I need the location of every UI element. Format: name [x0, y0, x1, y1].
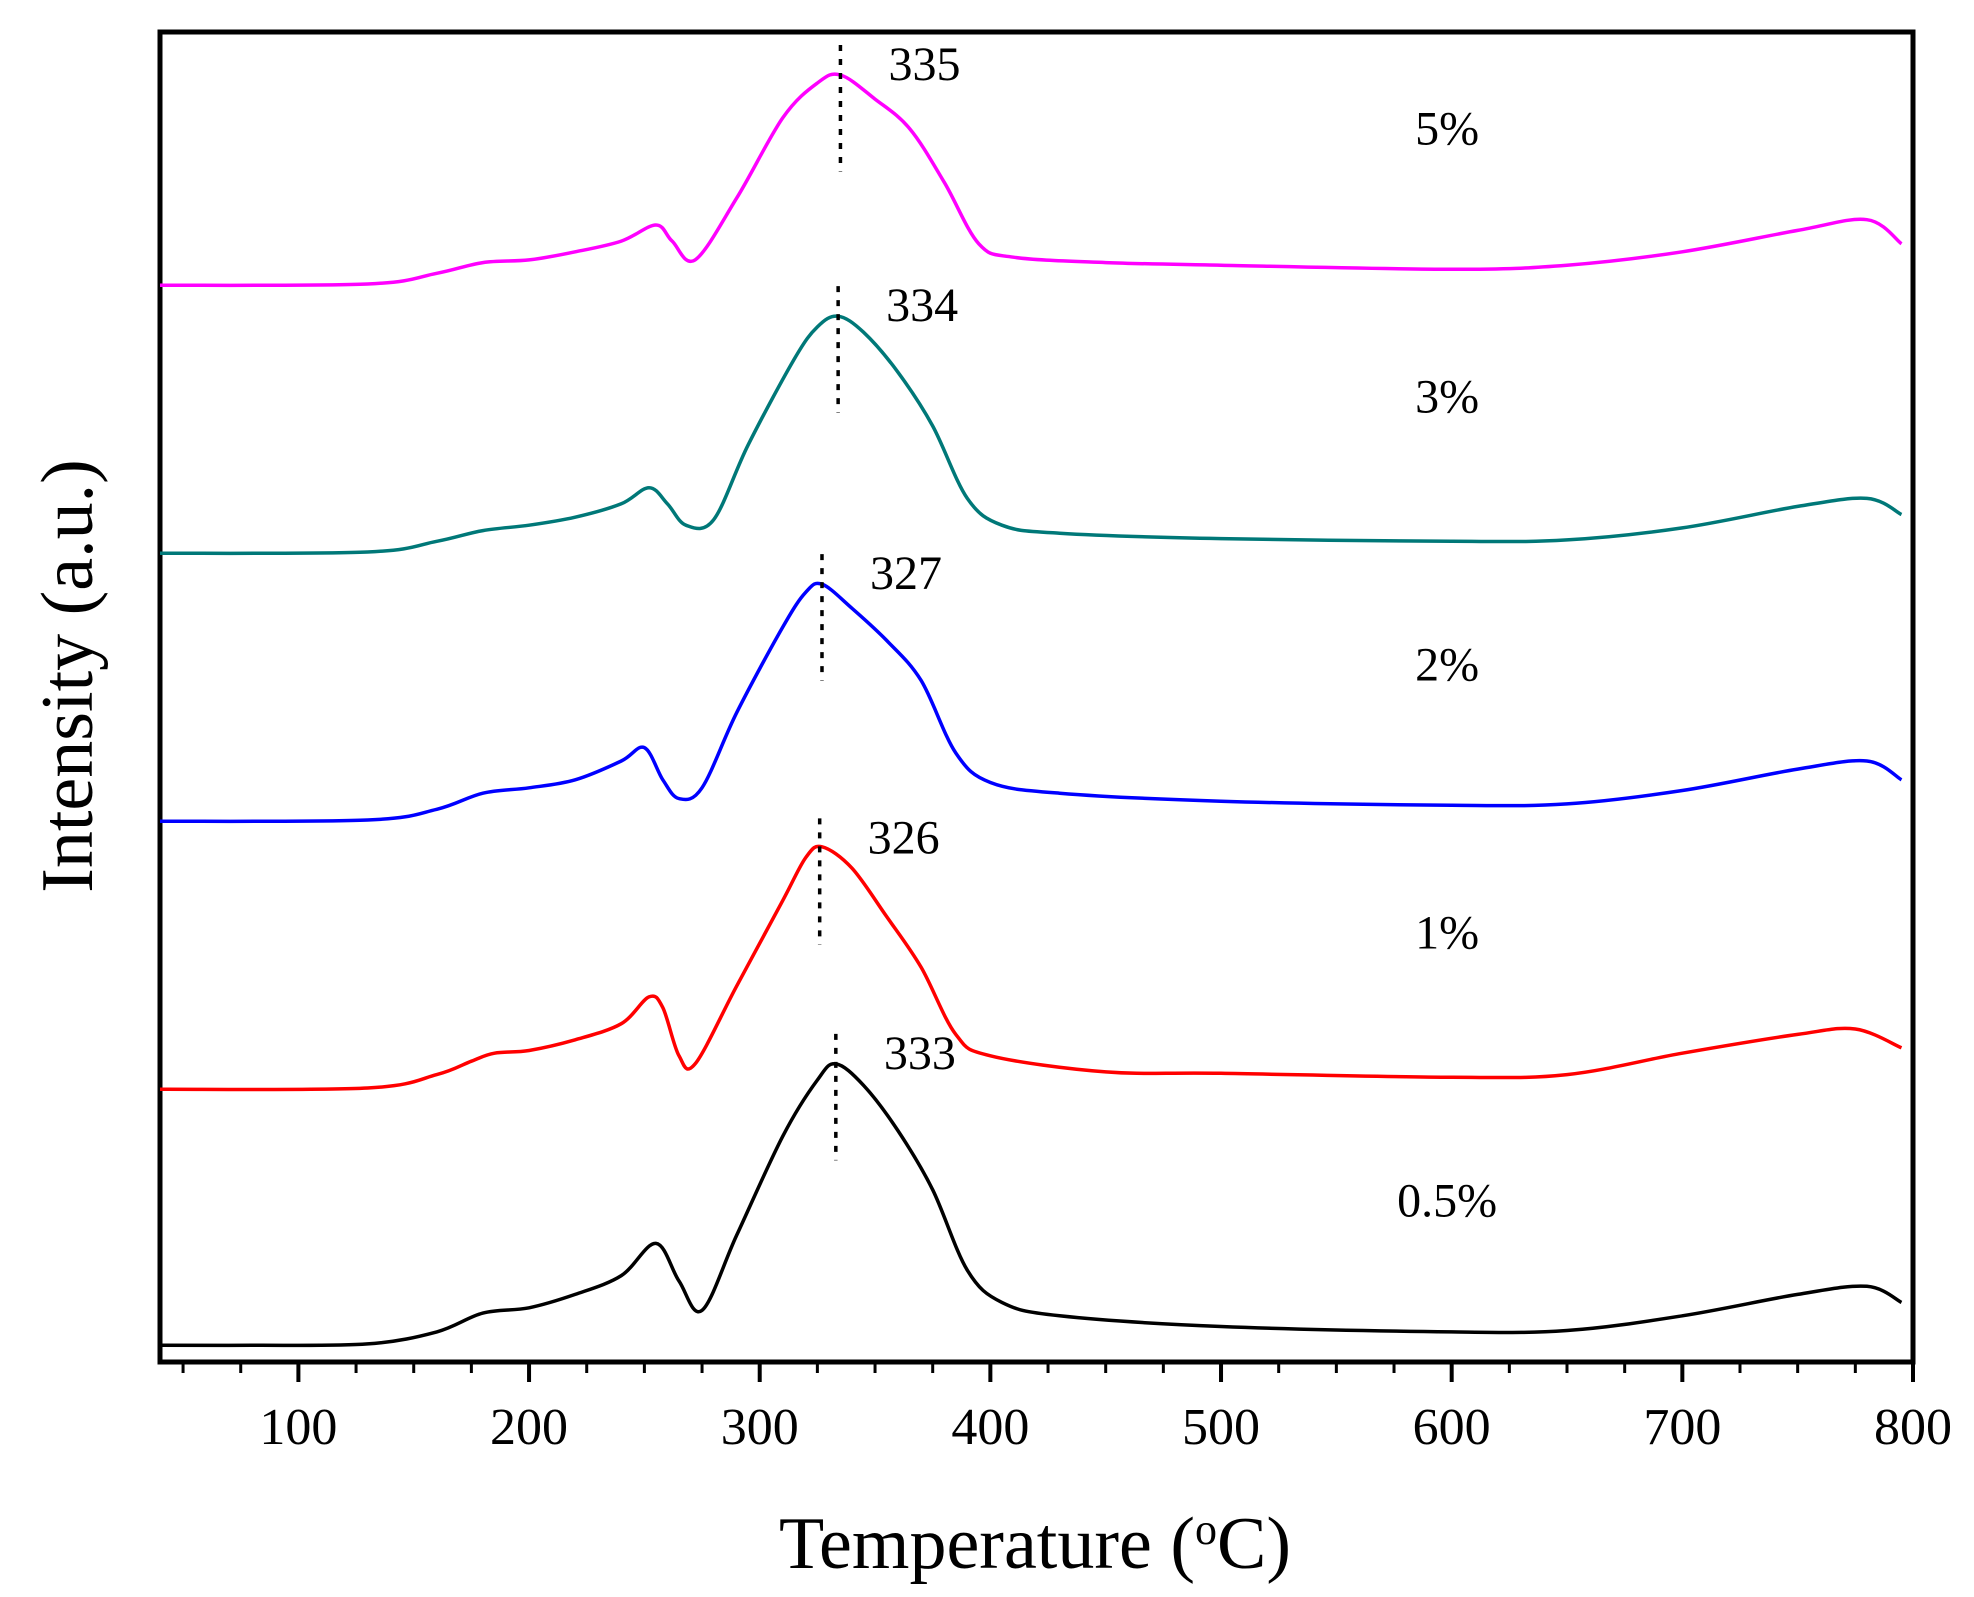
x-axis-ticks	[181, 1362, 1915, 1382]
series-line	[159, 581, 1903, 824]
series-line	[159, 844, 1903, 1092]
y-axis-title: Intensity (a.u.)	[27, 459, 109, 893]
x-tick-label: 700	[1643, 1399, 1721, 1456]
series-label: 5%	[1415, 103, 1479, 156]
peak-label: 333	[884, 1027, 956, 1080]
peak-label: 334	[886, 279, 958, 332]
x-tick-label: 100	[259, 1399, 337, 1456]
x-tick-label: 600	[1413, 1399, 1491, 1456]
series-layer	[159, 72, 1903, 1348]
series-label: 0.5%	[1397, 1175, 1497, 1228]
series-label: 1%	[1415, 907, 1479, 960]
series-label: 3%	[1415, 371, 1479, 424]
x-tick-label: 400	[951, 1399, 1029, 1456]
peak-markers	[817, 44, 843, 1161]
series-line	[159, 1062, 1903, 1348]
x-axis-tick-labels: 100 200 300 400 500 600 700 800	[259, 1399, 1952, 1456]
series-label: 2%	[1415, 639, 1479, 692]
x-axis-title: Temperature (oC)	[779, 1503, 1291, 1585]
peak-label: 326	[868, 811, 940, 864]
plot-frame	[157, 29, 1916, 1365]
x-tick-label: 500	[1182, 1399, 1260, 1456]
x-tick-label: 300	[721, 1399, 799, 1456]
series-line	[159, 314, 1903, 556]
series-labels: 333 0.5% 326 1% 327 2% 334 3% 335 5%	[868, 38, 1497, 1228]
x-tick-label: 800	[1874, 1399, 1952, 1456]
peak-label: 335	[888, 38, 960, 91]
peak-label: 327	[870, 547, 942, 600]
x-tick-label: 200	[490, 1399, 568, 1456]
series-line	[159, 72, 1903, 288]
